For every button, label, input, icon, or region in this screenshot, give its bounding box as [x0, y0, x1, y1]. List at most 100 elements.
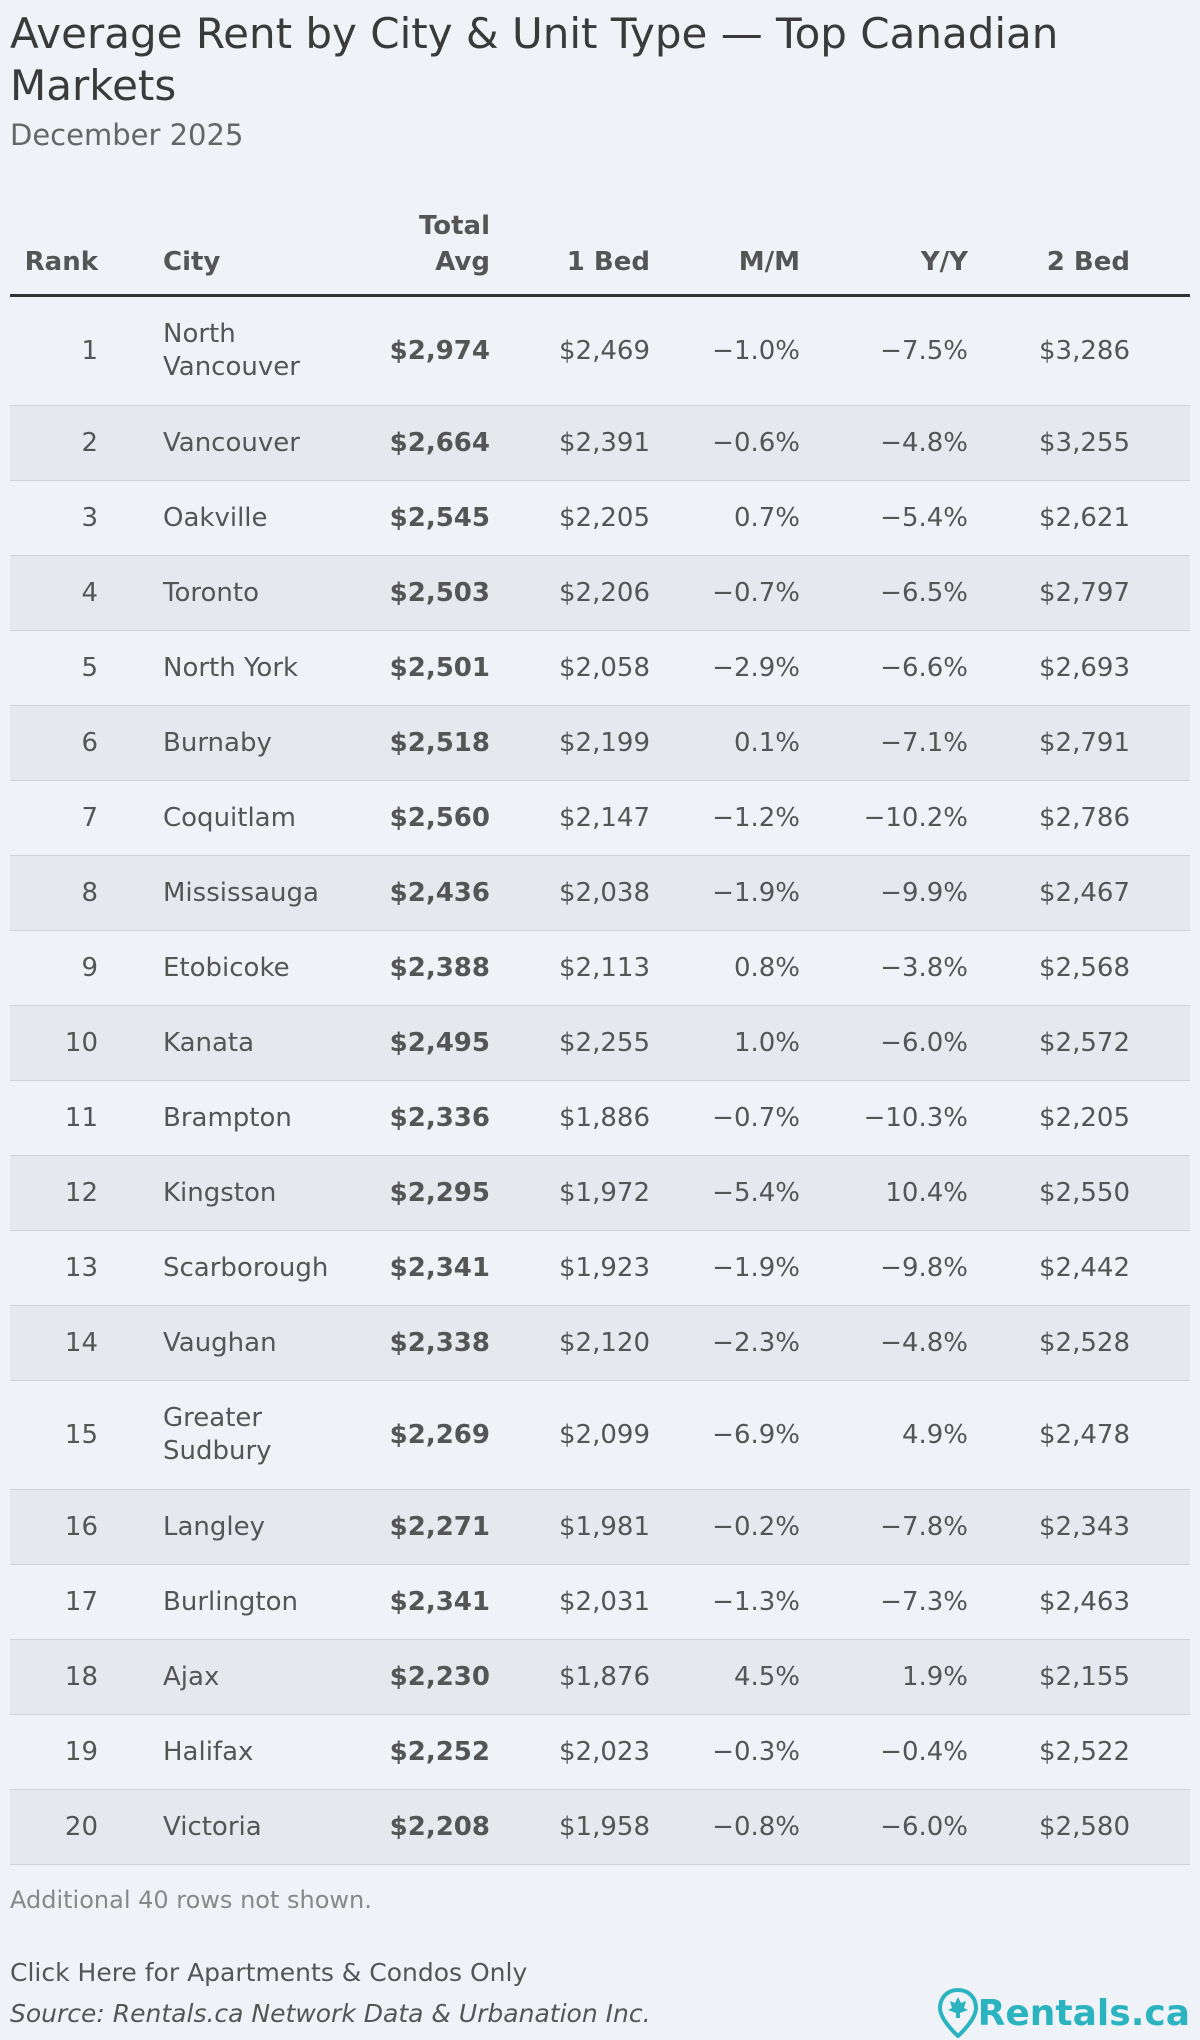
cell: $1,958 [505, 1789, 665, 1865]
link[interactable]: Click Here for Apartments & Condos Only [10, 1958, 528, 1987]
cell: −7.1% [815, 705, 983, 781]
cell: $1,972 [505, 1155, 665, 1231]
cell: −0.3% [665, 1714, 815, 1790]
cell: $2,442 [983, 1230, 1190, 1306]
header-row: Rank City Total Avg 1 Bed M/M Y/Y 2 Bed [10, 208, 1190, 297]
cell: 17 [10, 1564, 125, 1640]
cell: $2,199 [505, 705, 665, 781]
cell: $2,205 [983, 1080, 1190, 1156]
cell: $2,572 [983, 1005, 1190, 1081]
cell: $2,391 [505, 405, 665, 481]
cell: Oakville [125, 480, 380, 556]
cell: −2.3% [665, 1305, 815, 1381]
source: Source: Rentals.ca Network Data & Urbana… [10, 1999, 651, 2028]
column-header: City [125, 208, 380, 297]
cell: −10.2% [815, 780, 983, 856]
column-header: 1 Bed [505, 208, 665, 297]
cell: 20 [10, 1789, 125, 1865]
table-row: 19 Halifax $2,252 $2,023 −0.3% −0.4% $2,522 [10, 1714, 1190, 1790]
cell: $2,205 [505, 480, 665, 556]
cell: 1.0% [665, 1005, 815, 1081]
cell: $2,463 [983, 1564, 1190, 1640]
cell: 1.9% [815, 1639, 983, 1715]
table-row: 10 Kanata $2,495 $2,255 1.0% −6.0% $2,572 [10, 1005, 1190, 1081]
cell: −0.2% [665, 1489, 815, 1565]
column-header: Rank [10, 208, 125, 297]
cell: −0.7% [665, 1080, 815, 1156]
cell: 1 [10, 295, 125, 406]
cell: 2 [10, 405, 125, 481]
cell: −0.7% [665, 555, 815, 631]
cell: $2,560 [380, 780, 505, 856]
cell: $2,252 [380, 1714, 505, 1790]
table-row: 13 Scarborough $2,341 $1,923 −1.9% −9.8% $2,44… [10, 1230, 1190, 1306]
cell: 6 [10, 705, 125, 781]
cell: $2,797 [983, 555, 1190, 631]
cell: 14 [10, 1305, 125, 1381]
cell: $2,031 [505, 1564, 665, 1640]
cell: $2,467 [983, 855, 1190, 931]
cell: $2,023 [505, 1714, 665, 1790]
cell: Vancouver [125, 405, 380, 481]
cell: $2,580 [983, 1789, 1190, 1865]
cell: 3 [10, 480, 125, 556]
cell: 4 [10, 555, 125, 631]
table-row: 17 Burlington $2,341 $2,031 −1.3% −7.3% $2,463 [10, 1564, 1190, 1640]
cell: $1,886 [505, 1080, 665, 1156]
cell: −1.9% [665, 1230, 815, 1306]
table-row: 1 North Vancouver $2,974 $2,469 −1.0% −7.5% $3… [10, 295, 1190, 406]
cell: −5.4% [665, 1155, 815, 1231]
cell: Victoria [125, 1789, 380, 1865]
subtitle: December 2025 [10, 118, 244, 152]
table-row: 18 Ajax $2,230 $1,876 4.5% 1.9% $2,155 [10, 1639, 1190, 1715]
cell: −1.3% [665, 1564, 815, 1640]
cell: $2,058 [505, 630, 665, 706]
cell: Scarborough [125, 1230, 380, 1306]
cell: Halifax [125, 1714, 380, 1790]
cell: 4.9% [815, 1380, 983, 1490]
cell: $2,295 [380, 1155, 505, 1231]
cell: $2,038 [505, 855, 665, 931]
cell: 5 [10, 630, 125, 706]
cell: $2,664 [380, 405, 505, 481]
table-row: 9 Etobicoke $2,388 $2,113 0.8% −3.8% $2,568 [10, 930, 1190, 1006]
cell: $2,271 [380, 1489, 505, 1565]
column-header: Total Avg [380, 208, 505, 297]
cell: −4.8% [815, 405, 983, 481]
cell: Ajax [125, 1639, 380, 1715]
cell: 12 [10, 1155, 125, 1231]
table-body: 1 North Vancouver $2,974 $2,469 −1.0% −7.5% $3… [10, 295, 1190, 1865]
cell: North York [125, 630, 380, 706]
cell: $2,501 [380, 630, 505, 706]
table-row: 15 Greater Sudbury $2,269 $2,099 −6.9% 4.9% $2… [10, 1380, 1190, 1490]
rent-table: Rank City Total Avg 1 Bed M/M Y/Y 2 Bed 1 North… [10, 208, 1190, 1865]
note: Additional 40 rows not shown. [10, 1886, 372, 1914]
cell: $2,550 [983, 1155, 1190, 1231]
cell: −6.5% [815, 555, 983, 631]
cell: $2,120 [505, 1305, 665, 1381]
cell: $2,388 [380, 930, 505, 1006]
cell: −7.8% [815, 1489, 983, 1565]
cell: $1,923 [505, 1230, 665, 1306]
cell: 0.7% [665, 480, 815, 556]
cell: 19 [10, 1714, 125, 1790]
cell: −6.9% [665, 1380, 815, 1490]
table-row: 6 Burnaby $2,518 $2,199 0.1% −7.1% $2,791 [10, 705, 1190, 781]
cell: 7 [10, 780, 125, 856]
cell: $2,113 [505, 930, 665, 1006]
table-row: 4 Toronto $2,503 $2,206 −0.7% −6.5% $2,797 [10, 555, 1190, 631]
table-row: 12 Kingston $2,295 $1,972 −5.4% 10.4% $2,550 [10, 1155, 1190, 1231]
cell: $2,099 [505, 1380, 665, 1490]
cell: 16 [10, 1489, 125, 1565]
column-header: 2 Bed [983, 208, 1190, 297]
cell: Kingston [125, 1155, 380, 1231]
table-row: 5 North York $2,501 $2,058 −2.9% −6.6% $2,693 [10, 630, 1190, 706]
cell: −0.6% [665, 405, 815, 481]
cell: $2,436 [380, 855, 505, 931]
cell: $2,341 [380, 1230, 505, 1306]
cell: −9.9% [815, 855, 983, 931]
cell: 0.8% [665, 930, 815, 1006]
cell: −1.2% [665, 780, 815, 856]
title: Average Rent by City & Unit Type — Top C… [10, 9, 1059, 110]
cell: $2,147 [505, 780, 665, 856]
